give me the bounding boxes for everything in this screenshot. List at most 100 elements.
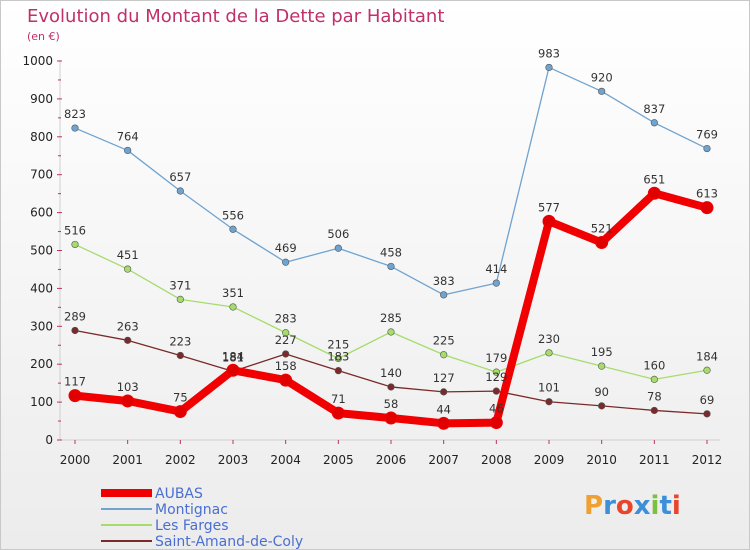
y-tick-label: 1000	[22, 54, 53, 68]
data-label: 69	[700, 393, 715, 407]
data-point	[492, 279, 500, 287]
data-label: 158	[275, 359, 297, 373]
data-point	[279, 373, 293, 387]
data-point	[545, 349, 553, 357]
data-point	[387, 262, 395, 271]
data-label: 506	[327, 227, 349, 241]
y-tick-label: 100	[30, 395, 53, 409]
data-point	[176, 351, 184, 360]
data-label: 521	[591, 222, 613, 236]
y-tick-label: 800	[30, 130, 53, 144]
data-point	[650, 375, 658, 383]
y-tick-label: 700	[30, 168, 53, 182]
data-point	[124, 265, 132, 273]
data-point	[595, 236, 609, 250]
data-label: 556	[222, 208, 244, 222]
data-point	[545, 63, 553, 72]
data-point	[121, 394, 135, 408]
data-label: 823	[64, 107, 86, 121]
data-point	[542, 214, 556, 228]
data-label: 414	[485, 262, 507, 276]
data-label: 651	[643, 172, 665, 186]
data-point	[176, 295, 184, 303]
data-label: 160	[643, 358, 665, 372]
data-labels: 823 764 657 556 469 506 458 383 414 983 920 837 769 5…	[64, 46, 718, 416]
data-point	[492, 368, 500, 376]
data-label: 263	[117, 319, 139, 333]
data-point	[334, 367, 342, 375]
data-label: 283	[275, 312, 297, 326]
data-point	[492, 387, 500, 395]
x-tick-label: 2006	[376, 453, 407, 467]
data-point	[440, 388, 448, 396]
data-label: 195	[591, 345, 613, 359]
data-point	[124, 336, 132, 344]
data-label: 117	[64, 375, 86, 389]
x-tick-label: 2007	[428, 453, 459, 467]
data-point	[647, 186, 661, 200]
data-point	[229, 225, 237, 233]
data-label: 78	[647, 389, 662, 403]
data-point	[176, 187, 184, 195]
x-tick-label: 2011	[639, 453, 670, 467]
data-point	[598, 362, 606, 370]
data-label: 657	[169, 170, 191, 184]
x-tick-label: 2008	[481, 453, 512, 467]
data-point	[440, 351, 448, 359]
data-label: 127	[433, 371, 455, 385]
x-tick-label: 2004	[270, 453, 301, 467]
data-point	[598, 87, 606, 95]
legend-label: Saint-Amand-de-Coly	[155, 534, 303, 550]
data-label: 75	[173, 391, 188, 405]
data-point	[331, 406, 345, 420]
data-label: 46	[489, 402, 504, 416]
data-label: 225	[433, 334, 455, 348]
y-tick-label: 600	[30, 206, 53, 220]
data-label: 179	[485, 351, 507, 365]
data-label: 90	[594, 385, 609, 399]
x-tick-label: 2002	[165, 453, 196, 467]
data-label: 289	[64, 309, 86, 323]
data-label: 181	[222, 350, 244, 364]
x-tick-label: 2009	[534, 453, 565, 467]
data-point	[282, 258, 290, 266]
chart-subtitle: (en €)	[27, 30, 60, 43]
y-tick-label: 900	[30, 92, 53, 106]
data-label: 837	[643, 102, 665, 116]
data-label: 223	[169, 334, 191, 348]
data-point	[226, 363, 240, 377]
chart-title: Evolution du Montant de la Dette par Hab…	[27, 6, 444, 27]
data-label: 183	[327, 350, 349, 364]
data-label: 101	[538, 381, 560, 395]
data-point	[650, 119, 658, 127]
data-label: 44	[436, 402, 451, 416]
x-tick-label: 2005	[323, 453, 354, 467]
legend-label: Montignac	[155, 502, 228, 518]
data-label: 371	[169, 278, 191, 292]
data-point	[703, 410, 711, 418]
x-tick-label: 2000	[60, 453, 91, 467]
x-tick-label: 2003	[218, 453, 249, 467]
data-point	[437, 416, 451, 430]
data-label: 577	[538, 200, 560, 214]
data-label: 140	[380, 366, 402, 380]
data-label: 215	[327, 338, 349, 352]
y-tick-label: 0	[45, 433, 53, 447]
data-label: 71	[331, 392, 346, 406]
data-point	[384, 411, 398, 425]
data-label: 351	[222, 286, 244, 300]
data-label: 983	[538, 46, 560, 60]
data-point	[282, 329, 290, 337]
data-label: 469	[275, 241, 297, 255]
data-point	[334, 244, 342, 252]
data-label: 383	[433, 274, 455, 288]
data-point	[68, 389, 82, 403]
data-point	[229, 303, 237, 311]
x-tick-label: 2012	[692, 453, 723, 467]
data-label: 516	[64, 223, 86, 237]
data-point	[703, 144, 711, 153]
data-label: 451	[117, 248, 139, 262]
